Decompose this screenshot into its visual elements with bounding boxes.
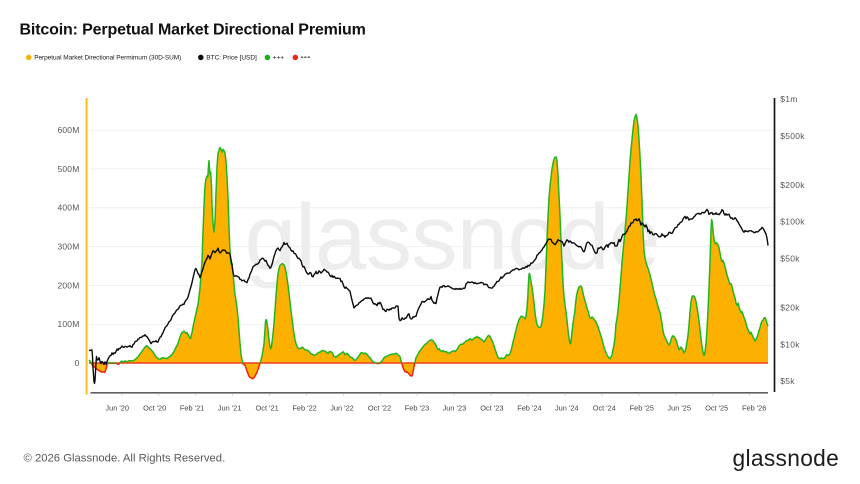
svg-text:Oct '24: Oct '24 [593, 403, 616, 412]
svg-text:Jun '25: Jun '25 [667, 403, 691, 412]
svg-text:500M: 500M [57, 164, 79, 174]
svg-text:Feb '22: Feb '22 [292, 403, 316, 412]
svg-text:BTC: Price [USD]: BTC: Price [USD] [206, 55, 257, 62]
svg-text:Bitcoin: Perpetual Market Dire: Bitcoin: Perpetual Market Directional Pr… [20, 22, 366, 39]
svg-text:Feb '24: Feb '24 [517, 403, 541, 412]
svg-text:Feb '23: Feb '23 [405, 403, 429, 412]
svg-text:$200k: $200k [780, 180, 805, 190]
svg-text:Jun '22: Jun '22 [330, 403, 354, 412]
svg-text:Oct '20: Oct '20 [143, 403, 166, 412]
svg-text:Jun '20: Jun '20 [105, 403, 129, 412]
svg-text:© 2026 Glassnode. All Rights R: © 2026 Glassnode. All Rights Reserved. [24, 453, 226, 465]
svg-text:$500k: $500k [780, 131, 805, 141]
svg-text:$5k: $5k [780, 376, 795, 386]
svg-text:Jun '21: Jun '21 [218, 403, 242, 412]
svg-text:Jun '24: Jun '24 [555, 403, 579, 412]
svg-text:0: 0 [75, 358, 80, 368]
svg-text:$50k: $50k [780, 254, 800, 264]
svg-text:600M: 600M [57, 125, 79, 135]
svg-text:Oct '25: Oct '25 [705, 403, 728, 412]
svg-text:Feb '21: Feb '21 [180, 403, 204, 412]
svg-text:Feb '25: Feb '25 [630, 403, 654, 412]
svg-text:$10k: $10k [780, 339, 800, 349]
svg-text:200M: 200M [57, 280, 79, 290]
svg-text:Oct '22: Oct '22 [368, 403, 391, 412]
svg-text:400M: 400M [57, 203, 79, 213]
svg-text:glassnode: glassnode [245, 185, 660, 289]
svg-text:Jun '23: Jun '23 [443, 403, 467, 412]
svg-text:100M: 100M [57, 319, 79, 329]
svg-text:$20k: $20k [780, 302, 800, 312]
svg-text:$1m: $1m [780, 94, 797, 104]
svg-text:Perpetual Market Directional P: Perpetual Market Directional Permimum (3… [34, 55, 181, 62]
svg-text:$100k: $100k [780, 217, 805, 227]
svg-text:glassnode: glassnode [733, 445, 840, 471]
svg-text:+++: +++ [273, 55, 285, 62]
svg-text:Feb '26: Feb '26 [742, 403, 766, 412]
svg-text:Oct '21: Oct '21 [256, 403, 279, 412]
svg-text:300M: 300M [57, 242, 79, 252]
svg-text:Oct '23: Oct '23 [480, 403, 503, 412]
